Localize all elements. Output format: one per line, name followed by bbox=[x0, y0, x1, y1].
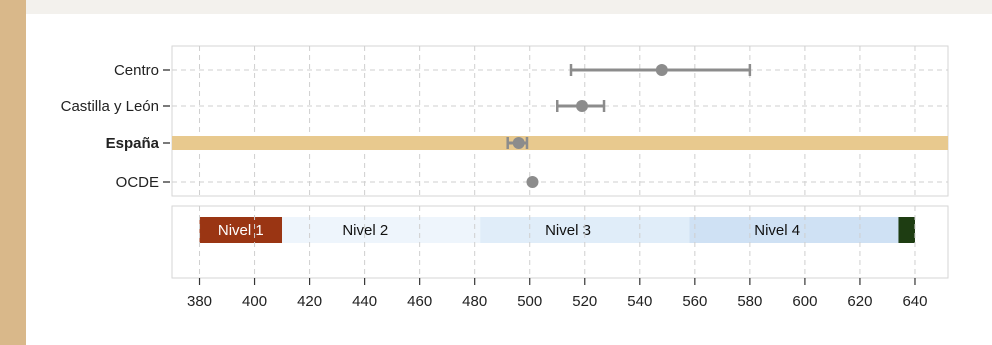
level-label-3: Nivel 3 bbox=[545, 222, 591, 239]
x-tick-label-580: 580 bbox=[737, 293, 762, 310]
level-band-5 bbox=[898, 217, 915, 243]
x-tick-label-520: 520 bbox=[572, 293, 597, 310]
category-label-4: OCDE bbox=[116, 174, 159, 191]
level-label-2: Nivel 2 bbox=[342, 222, 388, 239]
level-label-4: Nivel 4 bbox=[754, 222, 800, 239]
category-label-2: Castilla y León bbox=[61, 98, 159, 115]
level-band-1 bbox=[199, 217, 283, 243]
x-tick-label-460: 460 bbox=[407, 293, 432, 310]
level-band-2 bbox=[282, 217, 481, 243]
x-tick-label-480: 480 bbox=[462, 293, 487, 310]
x-tick-label-600: 600 bbox=[792, 293, 817, 310]
page-edge-top bbox=[26, 0, 992, 14]
data-point-1 bbox=[655, 64, 668, 76]
top-panel-frame bbox=[171, 45, 949, 197]
x-tick-label-380: 380 bbox=[187, 293, 212, 310]
level-label-1: Nivel 1 bbox=[218, 222, 264, 239]
x-tick-label-440: 440 bbox=[352, 293, 377, 310]
x-tick-label-620: 620 bbox=[847, 293, 872, 310]
x-tick-label-420: 420 bbox=[297, 293, 322, 310]
x-tick-label-540: 540 bbox=[627, 293, 652, 310]
x-tick-label-640: 640 bbox=[902, 293, 927, 310]
x-tick-label-400: 400 bbox=[242, 293, 267, 310]
level-band-3 bbox=[480, 217, 690, 243]
page-edge-left bbox=[0, 0, 26, 345]
highlight-band-espana bbox=[172, 136, 948, 150]
x-tick-label-500: 500 bbox=[517, 293, 542, 310]
level-band-4 bbox=[689, 217, 899, 243]
category-label-3: España bbox=[106, 135, 160, 152]
data-point-2 bbox=[576, 100, 589, 112]
category-label-1: Centro bbox=[114, 62, 159, 79]
x-tick-label-560: 560 bbox=[682, 293, 707, 310]
data-point-3 bbox=[512, 137, 525, 149]
data-point-4 bbox=[526, 176, 539, 188]
